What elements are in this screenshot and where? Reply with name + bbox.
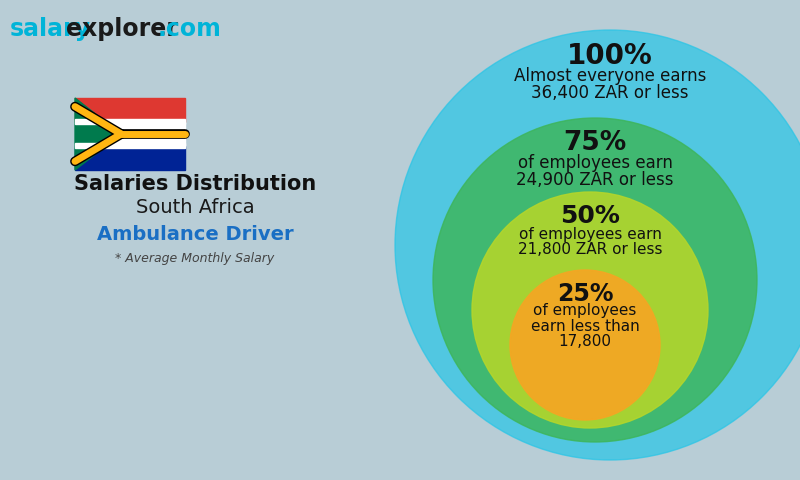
Text: 24,900 ZAR or less: 24,900 ZAR or less	[516, 170, 674, 189]
Text: 21,800 ZAR or less: 21,800 ZAR or less	[518, 242, 662, 257]
Text: Ambulance Driver: Ambulance Driver	[97, 225, 294, 244]
Text: Salaries Distribution: Salaries Distribution	[74, 174, 316, 194]
Text: South Africa: South Africa	[136, 198, 254, 217]
Bar	[75, 122, 185, 146]
Circle shape	[510, 270, 660, 420]
Text: 75%: 75%	[563, 130, 626, 156]
Text: of employees earn: of employees earn	[518, 154, 673, 172]
Text: of employees: of employees	[534, 303, 637, 318]
Bar	[75, 146, 185, 170]
Text: 36,400 ZAR or less: 36,400 ZAR or less	[531, 84, 689, 102]
Text: .com: .com	[158, 17, 222, 41]
Text: Almost everyone earns: Almost everyone earns	[514, 67, 706, 85]
Circle shape	[472, 192, 708, 428]
Bar	[75, 143, 185, 148]
Text: * Average Monthly Salary: * Average Monthly Salary	[115, 252, 274, 265]
Text: 50%: 50%	[560, 204, 620, 228]
Text: of employees earn: of employees earn	[518, 227, 662, 241]
Polygon shape	[75, 98, 122, 170]
Text: 17,800: 17,800	[558, 334, 611, 349]
Bar	[75, 98, 185, 122]
Circle shape	[395, 30, 800, 460]
Circle shape	[433, 118, 757, 442]
Text: 100%: 100%	[567, 42, 653, 70]
Bar	[75, 119, 185, 124]
Text: 25%: 25%	[557, 282, 614, 306]
Text: explorer: explorer	[66, 17, 178, 41]
Text: earn less than: earn less than	[530, 319, 639, 334]
Text: salary: salary	[10, 17, 91, 41]
